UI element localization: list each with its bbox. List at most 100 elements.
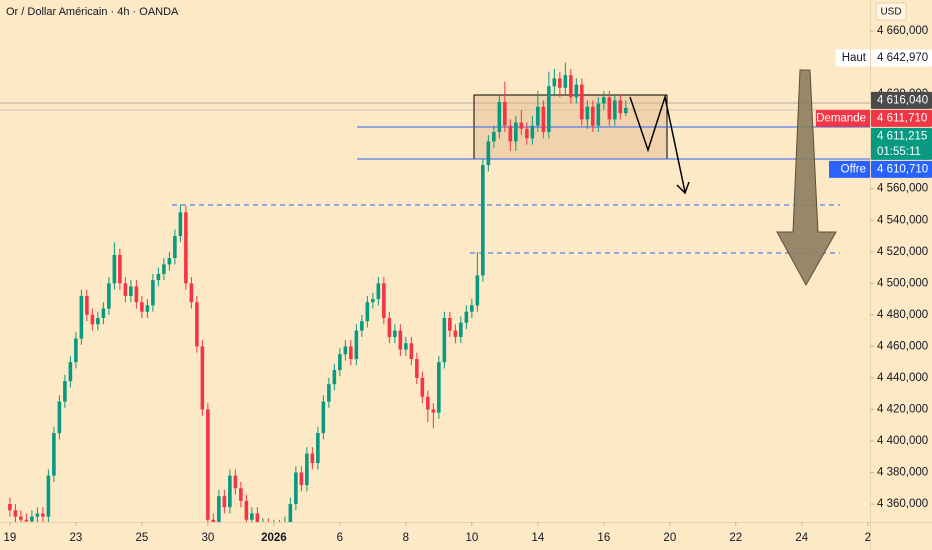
candle-body bbox=[200, 346, 205, 410]
candle-body bbox=[118, 254, 122, 284]
candle-body bbox=[547, 86, 551, 132]
x-tick-label: 19 bbox=[4, 532, 17, 544]
candle-body bbox=[332, 370, 337, 385]
y-tick-label: 4 560,000 bbox=[877, 183, 928, 195]
arrow-head bbox=[676, 181, 690, 195]
x-tick-label: 22 bbox=[729, 532, 742, 544]
candle-body bbox=[255, 513, 260, 522]
candle-body bbox=[30, 516, 34, 522]
candle-body bbox=[464, 311, 469, 323]
candle-body bbox=[382, 283, 386, 318]
candle-body bbox=[519, 122, 524, 129]
currency-box bbox=[875, 2, 907, 21]
candle-body bbox=[112, 254, 117, 284]
candle-body bbox=[431, 409, 436, 413]
marker-name: Offre bbox=[841, 163, 866, 175]
candle-body bbox=[437, 362, 441, 413]
candle-body bbox=[459, 322, 463, 337]
candle-body bbox=[442, 317, 447, 363]
candle-body bbox=[409, 343, 414, 359]
candle-body bbox=[233, 475, 238, 489]
marker-name-box bbox=[835, 49, 870, 67]
candle-body bbox=[294, 472, 298, 505]
price-marker-box bbox=[871, 91, 932, 109]
y-tick-label: 4 420,000 bbox=[877, 403, 928, 415]
candle-body bbox=[569, 75, 573, 98]
candle-body bbox=[145, 305, 150, 312]
candle-body bbox=[189, 283, 194, 303]
candle-body bbox=[151, 280, 155, 306]
candle-body bbox=[580, 84, 584, 120]
candle-body bbox=[13, 510, 18, 517]
candle-body bbox=[63, 381, 67, 402]
price-marker-label: 4 611,215 bbox=[877, 130, 927, 142]
candle-body bbox=[74, 338, 78, 363]
candle-body bbox=[134, 286, 139, 303]
candle-body bbox=[508, 125, 513, 142]
price-marker-label: 4 642,970 bbox=[877, 52, 928, 64]
x-tick-label: 25 bbox=[135, 532, 148, 544]
marker-name: Demande bbox=[816, 112, 866, 124]
candle-body bbox=[299, 472, 304, 486]
x-tick-label: 24 bbox=[795, 532, 808, 544]
candle-body bbox=[481, 165, 485, 276]
price-marker-box bbox=[871, 49, 932, 67]
price-marker-label: 4 616,040 bbox=[877, 94, 928, 106]
candle-body bbox=[101, 308, 106, 318]
candle-body bbox=[585, 106, 590, 120]
x-tick-label: 30 bbox=[201, 532, 214, 544]
candle-body bbox=[558, 78, 562, 88]
candle-body bbox=[52, 433, 56, 476]
x-tick-label: 14 bbox=[531, 532, 544, 544]
price-markers: 4 642,970 Haut 4 616,040 4 611,710 Demande 4 … bbox=[815, 49, 932, 178]
candle-body bbox=[420, 377, 425, 397]
candle-body bbox=[448, 317, 452, 331]
candle-body bbox=[338, 354, 342, 371]
candle-body bbox=[387, 317, 392, 337]
candle-body bbox=[349, 346, 353, 359]
candle-body bbox=[305, 453, 309, 486]
y-tick-label: 4 480,000 bbox=[877, 309, 928, 321]
candle-body bbox=[90, 314, 95, 325]
candle-body bbox=[167, 258, 172, 265]
candle-body bbox=[492, 131, 496, 142]
candle-body bbox=[624, 107, 628, 114]
candle-body bbox=[376, 283, 381, 300]
candle-body bbox=[162, 264, 166, 274]
marker-name-box bbox=[815, 109, 870, 127]
candle-body bbox=[173, 236, 177, 259]
candle-body bbox=[607, 97, 612, 120]
candle-body bbox=[195, 302, 199, 347]
candle-body bbox=[404, 343, 408, 350]
price-marker-box bbox=[871, 127, 932, 160]
x-tick-label: 23 bbox=[69, 532, 82, 544]
candle-body bbox=[206, 409, 210, 520]
candle-body bbox=[530, 125, 535, 139]
candle-body bbox=[393, 330, 397, 337]
candle-body bbox=[178, 212, 183, 237]
candle-body bbox=[525, 128, 529, 139]
candle-body bbox=[602, 97, 606, 104]
price-marker-label: 4 610,710 bbox=[877, 163, 928, 175]
candle-body bbox=[46, 475, 51, 517]
marker-name: Haut bbox=[842, 52, 867, 64]
candle-body bbox=[574, 84, 579, 98]
candle-body bbox=[327, 384, 331, 402]
candle-body bbox=[343, 346, 348, 355]
candle-body bbox=[140, 302, 144, 312]
candle-body bbox=[310, 453, 315, 464]
candle-body bbox=[426, 396, 430, 410]
x-tick-label: 8 bbox=[403, 532, 409, 544]
candle-body bbox=[360, 321, 364, 331]
candle-body bbox=[503, 102, 507, 126]
candle-body bbox=[398, 330, 403, 350]
candle-body bbox=[85, 295, 89, 315]
x-tick-label: 2 bbox=[865, 532, 871, 544]
candle-body bbox=[8, 504, 12, 511]
candle-body bbox=[79, 295, 84, 339]
candle-body bbox=[596, 103, 601, 126]
candle-body bbox=[475, 275, 480, 306]
candle-body bbox=[618, 100, 623, 114]
axes: 4 360,000 4 380,000 4 400,000 4 420,000 4 44… bbox=[4, 25, 929, 544]
candle-body bbox=[470, 305, 474, 312]
